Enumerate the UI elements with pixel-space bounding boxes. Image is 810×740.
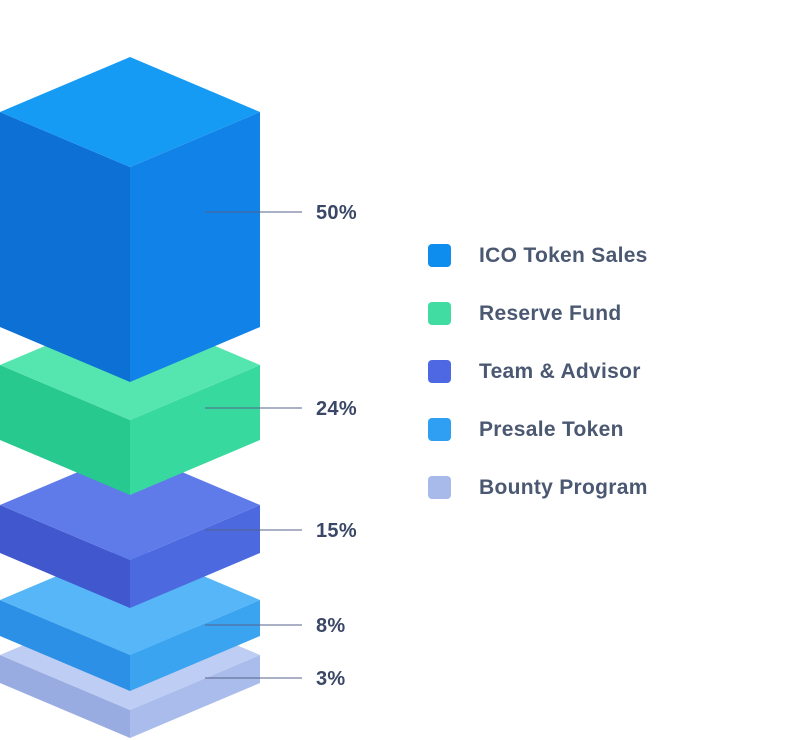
block-ico-token-sales-top-face [0,57,260,167]
legend-label-reserve-fund: Reserve Fund [479,302,621,325]
legend-swatch-bounty-program [428,476,451,499]
legend-swatch-presale-token [428,418,451,441]
percent-label-presale-token: 8% [316,615,346,637]
legend: ICO Token Sales Reserve Fund Team & Advi… [428,244,648,499]
legend-label-presale-token: Presale Token [479,418,624,441]
block-ico-token-sales-left-face [0,112,130,382]
block-bounty-program-left-face [0,655,130,738]
block-bounty-program-right-face [130,655,260,738]
block-ico-token-sales [0,57,260,382]
percent-label-bounty-program: 3% [316,668,346,690]
block-team-advisor [0,450,260,608]
block-team-advisor-left-face [0,505,130,608]
block-reserve-fund-left-face [0,365,130,495]
legend-label-bounty-program: Bounty Program [479,476,648,499]
legend-swatch-team-advisor [428,360,451,383]
legend-swatch-reserve-fund [428,302,451,325]
block-presale-token-left-face [0,600,130,691]
block-presale-token-right-face [130,600,260,691]
legend-label-ico-token-sales: ICO Token Sales [479,244,648,267]
percent-label-ico-token-sales: 50% [316,202,357,224]
legend-label-team-advisor: Team & Advisor [479,360,641,383]
percent-label-team-advisor: 15% [316,520,357,542]
percent-label-reserve-fund: 24% [316,398,357,420]
percent-labels: 50% 24% 15% 8% 3% [316,202,357,690]
block-team-advisor-top-face [0,450,260,560]
block-team-advisor-right-face [130,505,260,608]
leader-lines [205,211,302,679]
block-reserve-fund-right-face [130,365,260,495]
block-ico-token-sales-right-face [130,112,260,382]
legend-swatch-ico-token-sales [428,244,451,267]
